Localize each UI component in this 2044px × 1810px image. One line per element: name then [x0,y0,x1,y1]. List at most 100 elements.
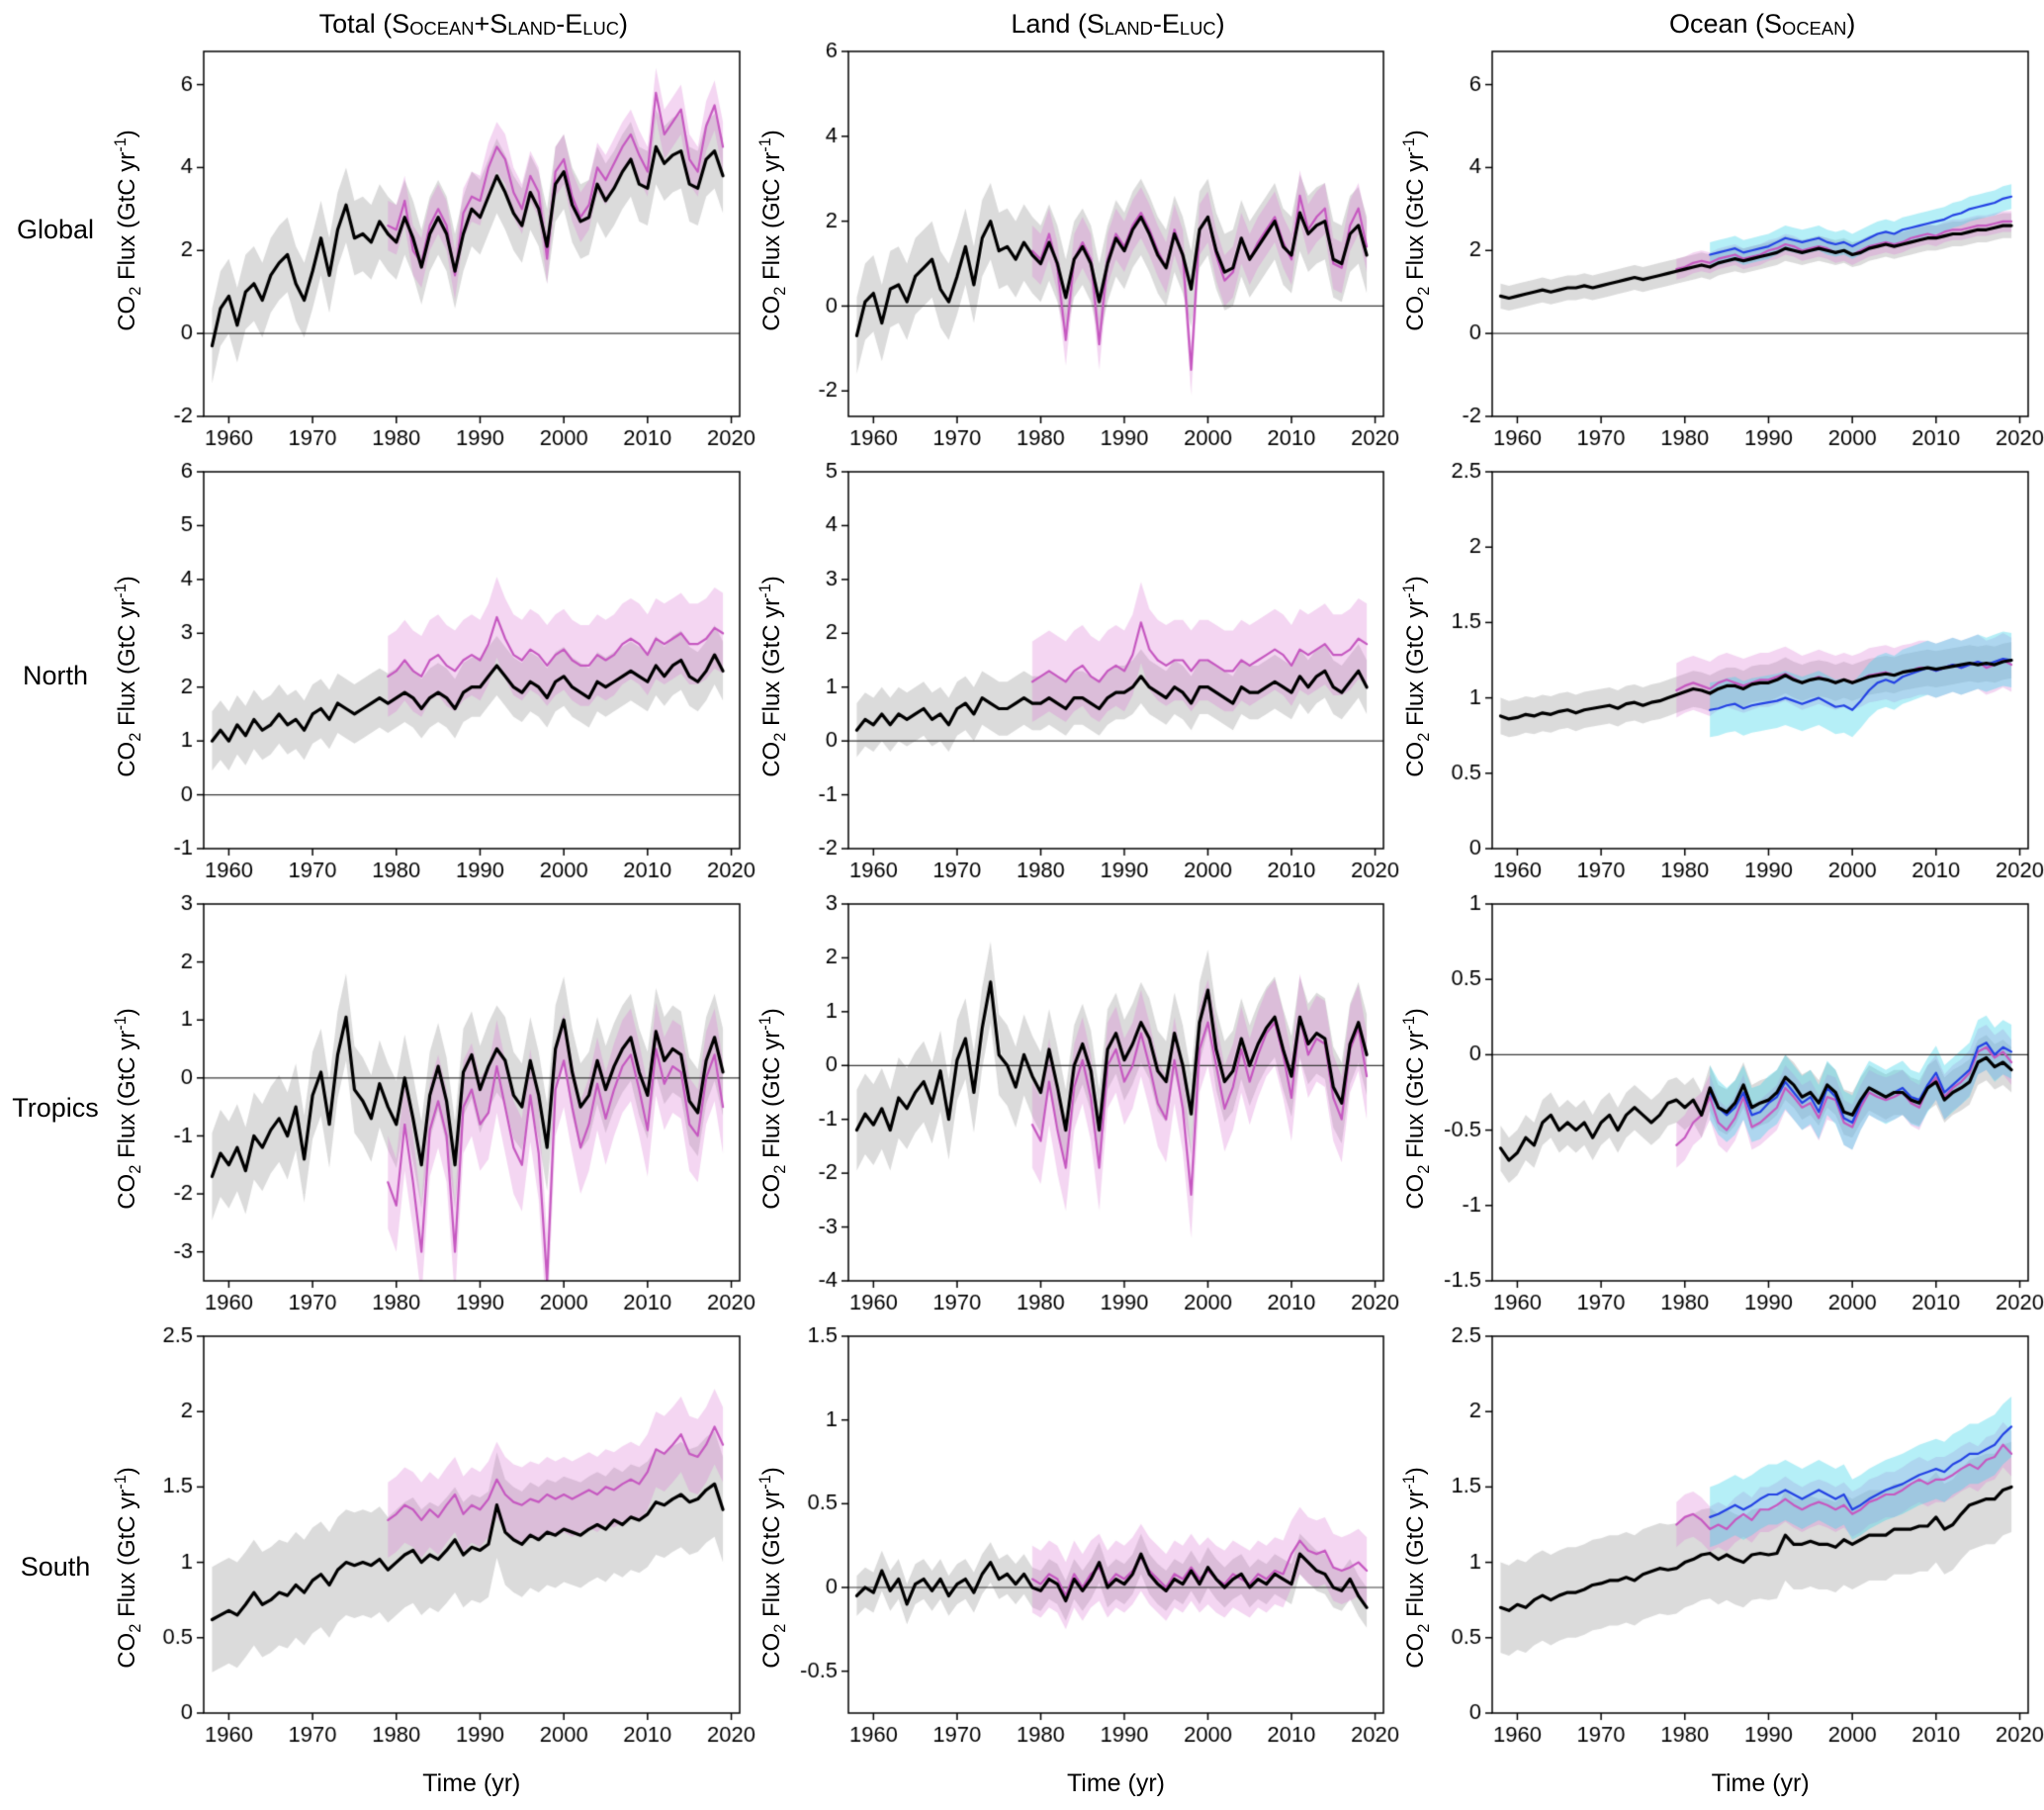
chart-canvas-tropics-land [790,892,1400,1324]
label-fragment: ) [114,1466,141,1475]
label-fragment: CO [1402,1632,1430,1669]
plot-column: Land (S LAND -E LUC) [790,0,1400,460]
label-fragment: Flux (GtC yr [114,597,141,733]
label-fragment: 2 [126,286,144,296]
y-axis-label-wrap: CO2 Flux (GtC yr-1) [1399,0,1435,460]
chart-canvas-north-total [146,460,755,892]
plot-column: Time (yr) [790,1324,1400,1810]
chart-canvas-tropics-total [146,892,755,1324]
label-fragment: Flux (GtC yr [114,151,141,287]
label-fragment: CO [114,1173,141,1210]
label-fragment: CO [757,295,785,331]
y-axis-label: CO2 Flux (GtC yr-1) [112,576,145,777]
chart-canvas-south-ocean [1435,1324,2044,1757]
panel-cell-tropics-land: CO2 Flux (GtC yr-1) [755,892,1400,1324]
chart-canvas-north-land [790,460,1400,892]
label-fragment: CO [114,295,141,331]
panel-cell-global-land: CO2 Flux (GtC yr-1) Land (S LAND -E LUC) [755,0,1400,460]
label-fragment: Flux (GtC yr [114,1489,141,1624]
y-axis-label-wrap: CO2 Flux (GtC yr-1) [755,0,791,460]
label-fragment: ) [757,1466,785,1475]
y-axis-label-wrap: CO2 Flux (GtC yr-1) [111,1324,146,1810]
label-fragment: -1 [1400,583,1419,598]
label-fragment: -E [556,9,583,39]
label-fragment: Flux (GtC yr [757,597,785,733]
plot-column: Total (S OCEAN +S LAND -E LUC) [146,0,755,460]
label-fragment: Flux (GtC yr [757,1489,785,1624]
label-fragment: ) [619,9,628,39]
panel-cell-global-ocean: CO2 Flux (GtC yr-1) Ocean (S OCEAN) [1399,0,2044,460]
label-fragment: 2 [126,1623,144,1633]
label-fragment: 2 [770,1164,789,1174]
y-axis-label-wrap: CO2 Flux (GtC yr-1) [111,892,146,1324]
plot-column [146,892,755,1324]
y-axis-label-wrap: CO2 Flux (GtC yr-1) [755,892,791,1324]
label-fragment: -1 [1400,136,1419,152]
y-axis-label-wrap: CO2 Flux (GtC yr-1) [755,460,791,892]
label-fragment: 2 [770,732,789,742]
label-fragment: OCEAN [409,18,475,39]
plot-column [146,460,755,892]
row-label-tropics: Tropics [12,1093,99,1123]
label-fragment: -1 [112,1015,131,1031]
label-fragment: 2 [770,1623,789,1633]
row-label-global: Global [16,215,95,244]
label-fragment: CO [757,1173,785,1210]
label-fragment: -E [1152,9,1180,39]
label-fragment: ) [1402,1466,1430,1475]
label-fragment: Flux (GtC yr [1402,1030,1430,1165]
column-title-total: Total (S OCEAN +S LAND -E LUC) [146,0,755,40]
label-fragment: Land (S [1011,9,1105,39]
label-fragment: ) [1402,129,1430,137]
label-fragment: ) [114,129,141,137]
label-fragment: ) [1402,575,1430,584]
panel-cell-north-land: CO2 Flux (GtC yr-1) [755,460,1400,892]
x-axis-label-land: Time (yr) [1066,1768,1166,1797]
label-fragment: CO [1402,741,1430,777]
label-fragment: 2 [1415,1623,1434,1633]
label-fragment: ) [757,1007,785,1016]
label-fragment: Total (S [318,9,410,39]
label-fragment: ) [1846,9,1856,39]
chart-canvas-south-total [146,1324,755,1757]
label-fragment: CO [1402,295,1430,331]
x-axis-label-ocean: Time (yr) [1711,1768,1810,1797]
y-axis-label: CO2 Flux (GtC yr-1) [112,130,145,331]
label-fragment: Flux (GtC yr [757,151,785,287]
y-axis-label: CO2 Flux (GtC yr-1) [756,130,790,331]
panel-cell-north-ocean: CO2 Flux (GtC yr-1) [1399,460,2044,892]
y-axis-label: CO2 Flux (GtC yr-1) [756,1008,790,1210]
label-fragment: LUC [582,18,619,39]
label-fragment: ) [114,1007,141,1016]
label-fragment: 2 [126,1164,144,1174]
chart-canvas-tropics-ocean [1435,892,2044,1324]
label-fragment: 2 [1415,1164,1434,1174]
chart-canvas-global-ocean [1435,40,2044,460]
label-fragment: Flux (GtC yr [757,1030,785,1165]
label-fragment: 2 [126,732,144,742]
plot-column [1435,460,2044,892]
chart-canvas-global-total [146,40,755,460]
label-fragment: -1 [1400,1474,1419,1490]
plot-column [1435,892,2044,1324]
label-fragment: Flux (GtC yr [1402,1489,1430,1624]
panel-cell-north-total: CO2 Flux (GtC yr-1) [111,460,755,892]
label-fragment: -1 [1400,1015,1419,1031]
y-axis-label: CO2 Flux (GtC yr-1) [756,576,790,777]
label-fragment: -1 [755,1474,774,1490]
plot-column [790,892,1400,1324]
y-axis-label: CO2 Flux (GtC yr-1) [1400,1008,1434,1210]
label-fragment: ) [757,129,785,137]
y-axis-label: CO2 Flux (GtC yr-1) [112,1467,145,1669]
row-label-north: North [22,661,89,690]
y-axis-label: CO2 Flux (GtC yr-1) [1400,130,1434,331]
plot-column [790,460,1400,892]
panel-cell-global-total: CO2 Flux (GtC yr-1) Total (S OCEAN +S LAND -… [111,0,755,460]
label-fragment: Flux (GtC yr [1402,151,1430,287]
y-axis-label-wrap: CO2 Flux (GtC yr-1) [1399,892,1435,1324]
plot-column: Time (yr) [146,1324,755,1810]
label-fragment: CO [114,1632,141,1669]
chart-canvas-south-land [790,1324,1400,1757]
label-fragment: Flux (GtC yr [1402,597,1430,733]
